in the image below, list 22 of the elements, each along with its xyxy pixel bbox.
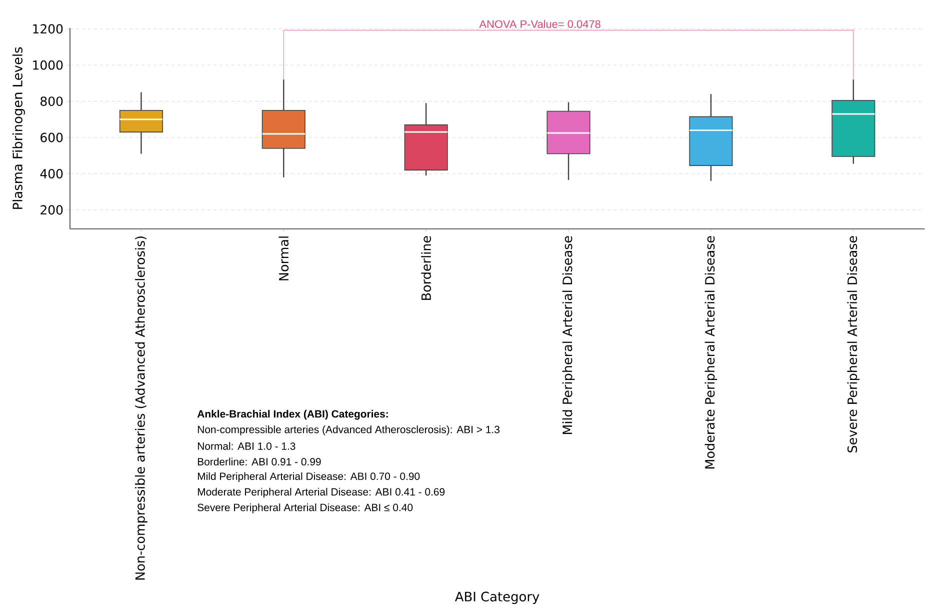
x-tick-label: Non-compressible arteries (Advanced Atherosclerosis) xyxy=(135,236,148,580)
y-tick-label: 200 xyxy=(40,205,63,214)
text: Moderate Peripheral Arterial Disease: ABI 0.41 - 0.69 xyxy=(198,488,445,498)
x-tick-label: Normal xyxy=(278,236,289,280)
text: Mild Peripheral Arterial Disease: ABI 0.70 - 0.90 xyxy=(198,472,420,482)
y-tick-label: 1200 xyxy=(33,24,63,34)
y-tick-label: 1000 xyxy=(33,60,63,70)
x-tick-label: Moderate Peripheral Arterial Disease xyxy=(704,236,718,468)
x-tick-label: Borderline xyxy=(421,236,432,300)
x-axis-title: ABI Category xyxy=(454,592,540,604)
y-tick-label: 600 xyxy=(40,132,63,142)
x-tick-label: Severe Peripheral Arterial Disease xyxy=(847,236,860,452)
y-tick-label: 400 xyxy=(40,168,63,178)
text: Borderline: ABI 0.91 - 0.99 xyxy=(198,458,321,466)
text: Severe Peripheral Arterial Disease: ABI ≤ 0.40 xyxy=(198,503,413,514)
text: ANOVA P-Value= 0.0478 xyxy=(479,20,600,28)
text: Ankle-Brachial Index (ABI) Categories: xyxy=(197,410,388,420)
y-axis-title: Plasma Fibrinogen Levels xyxy=(12,47,25,209)
text: Normal: ABI 1.0 - 1.3 xyxy=(198,442,296,450)
y-tick-label: 800 xyxy=(40,96,63,106)
text: Non-compressible arteries (Advanced Atherosclerosis): ABI > 1.3 xyxy=(198,425,500,436)
x-tick-label: Mild Peripheral Arterial Disease xyxy=(562,236,575,434)
